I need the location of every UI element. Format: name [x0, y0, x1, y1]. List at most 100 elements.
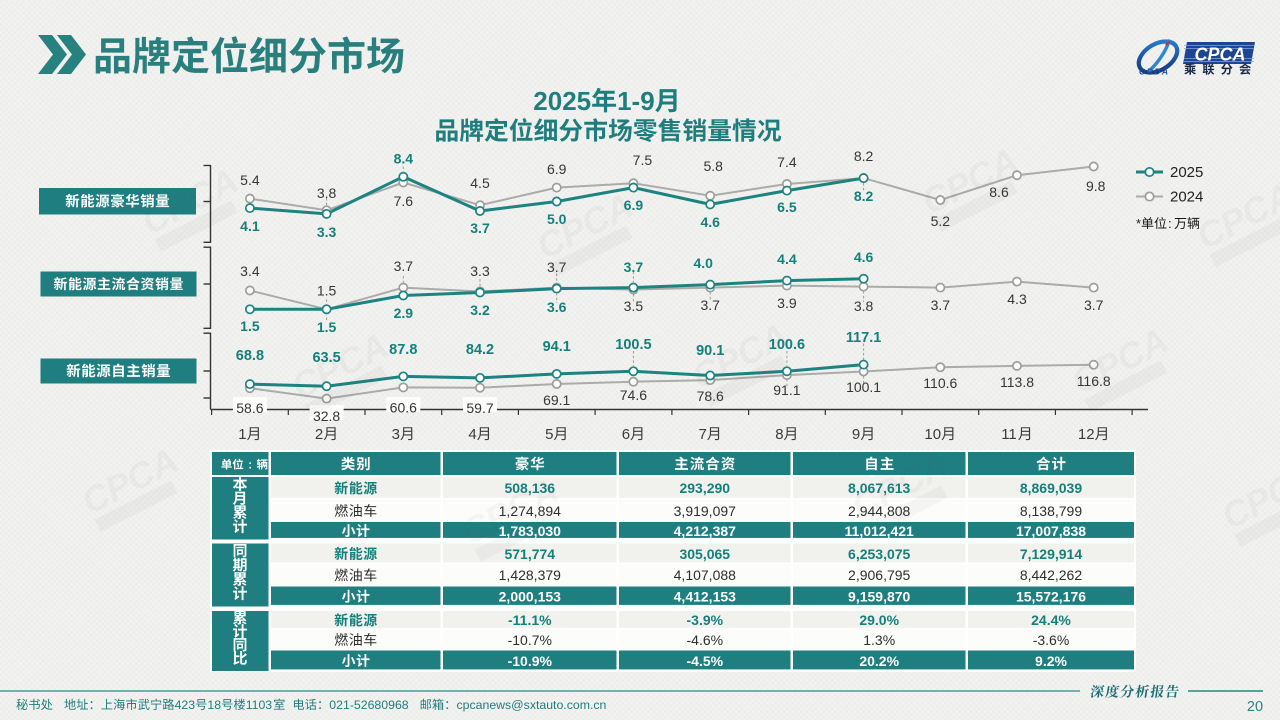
svg-text:cpcanews@sxtauto.com.cn: cpcanews@sxtauto.com.cn [457, 698, 607, 712]
svg-text:8,138,799: 8,138,799 [1020, 503, 1082, 519]
svg-text:9.8: 9.8 [1086, 178, 1106, 194]
svg-text:6.9: 6.9 [624, 197, 644, 213]
svg-text:17,007,838: 17,007,838 [1016, 523, 1086, 539]
svg-text:-11.1%: -11.1% [508, 612, 552, 628]
svg-text:6.9: 6.9 [547, 161, 567, 177]
svg-text:4.6: 4.6 [854, 249, 874, 265]
svg-text:8,869,039: 8,869,039 [1020, 480, 1082, 496]
svg-text:2,944,808: 2,944,808 [848, 503, 910, 519]
svg-text:2,000,153: 2,000,153 [499, 589, 561, 605]
svg-text:1,274,894: 1,274,894 [499, 503, 561, 519]
svg-text:7: 7 [699, 426, 707, 443]
svg-text:2,906,795: 2,906,795 [848, 567, 910, 583]
svg-text:59.7: 59.7 [466, 400, 493, 416]
svg-text:5.2: 5.2 [931, 213, 951, 229]
svg-text:3,919,097: 3,919,097 [674, 503, 736, 519]
svg-text:1.5: 1.5 [317, 319, 337, 335]
svg-text:78.6: 78.6 [697, 388, 724, 404]
svg-text:3.4: 3.4 [240, 263, 260, 279]
svg-text:4.4: 4.4 [777, 251, 797, 267]
svg-text:18: 18 [207, 698, 221, 712]
svg-text:24.4%: 24.4% [1031, 612, 1071, 628]
svg-text:7.5: 7.5 [633, 152, 653, 168]
svg-text:3: 3 [392, 426, 400, 443]
svg-text:3.8: 3.8 [317, 185, 337, 201]
svg-text:87.8: 87.8 [389, 342, 417, 358]
svg-text:29.0%: 29.0% [859, 612, 899, 628]
svg-text:3.8: 3.8 [854, 298, 874, 314]
svg-text:9: 9 [852, 426, 860, 443]
svg-text:58.6: 58.6 [236, 400, 263, 416]
svg-text:1,428,379: 1,428,379 [499, 567, 561, 583]
svg-text:6: 6 [622, 426, 630, 443]
svg-text:CPCA: CPCA [0, 0, 96, 8]
svg-text:3.3: 3.3 [470, 263, 490, 279]
svg-text:3.2: 3.2 [470, 302, 490, 318]
svg-text:1.5: 1.5 [240, 318, 260, 334]
svg-text:12: 12 [1078, 426, 1095, 443]
svg-text:84.2: 84.2 [466, 342, 494, 358]
svg-text:1.5: 1.5 [317, 283, 337, 299]
svg-text:11: 11 [1001, 426, 1017, 443]
svg-text:1103: 1103 [246, 698, 273, 712]
svg-text:2024: 2024 [1170, 189, 1203, 206]
svg-text:9,159,870: 9,159,870 [848, 589, 910, 605]
svg-text:-10.7%: -10.7% [508, 632, 552, 648]
svg-text:-3.6%: -3.6% [1033, 632, 1070, 648]
svg-text:8,442,262: 8,442,262 [1020, 567, 1082, 583]
svg-text:4.5: 4.5 [470, 175, 490, 191]
svg-text:3.7: 3.7 [931, 297, 951, 313]
svg-text:-10.9%: -10.9% [508, 653, 553, 669]
svg-text:94.1: 94.1 [543, 339, 571, 355]
svg-text:4.6: 4.6 [700, 214, 720, 230]
svg-text:4,107,088: 4,107,088 [674, 567, 736, 583]
svg-text:4: 4 [468, 426, 476, 443]
svg-text::: : [248, 460, 252, 472]
svg-text:2025: 2025 [1170, 164, 1203, 181]
svg-text:2025: 2025 [533, 86, 591, 116]
svg-text:8: 8 [775, 426, 783, 443]
svg-text:11,012,421: 11,012,421 [845, 523, 915, 539]
svg-text:9.2%: 9.2% [1035, 653, 1067, 669]
svg-text:4,412,153: 4,412,153 [674, 589, 736, 605]
svg-text:3.9: 3.9 [777, 295, 797, 311]
svg-text:423: 423 [175, 698, 196, 712]
svg-text:*: * [1136, 216, 1141, 231]
svg-text:8.6: 8.6 [989, 184, 1009, 200]
svg-text:-4.6%: -4.6% [687, 632, 724, 648]
svg-text:3.7: 3.7 [700, 297, 720, 313]
svg-text:3.3: 3.3 [317, 224, 337, 240]
svg-text:7.6: 7.6 [394, 193, 414, 209]
svg-text:-4.5%: -4.5% [687, 653, 724, 669]
svg-text:CRDA: CRDA [1139, 67, 1170, 77]
svg-text:116.8: 116.8 [1077, 373, 1111, 389]
svg-text:8,067,613: 8,067,613 [848, 480, 910, 496]
svg-text:1-9: 1-9 [617, 86, 655, 116]
svg-text:117.1: 117.1 [846, 330, 882, 346]
svg-text:5.8: 5.8 [703, 158, 723, 174]
svg-text:63.5: 63.5 [312, 350, 340, 366]
svg-text:100.6: 100.6 [769, 337, 805, 353]
svg-text:2: 2 [315, 426, 323, 443]
svg-text:3.7: 3.7 [394, 258, 414, 274]
svg-text:100.1: 100.1 [846, 379, 881, 395]
svg-text:90.1: 90.1 [696, 343, 724, 359]
svg-text:7.4: 7.4 [777, 154, 797, 170]
svg-text:8.4: 8.4 [394, 151, 414, 167]
svg-text:8.2: 8.2 [854, 188, 874, 204]
svg-text:91.1: 91.1 [773, 382, 800, 398]
svg-text:6.5: 6.5 [777, 199, 797, 215]
svg-text:60.6: 60.6 [390, 400, 417, 416]
svg-text:3.7: 3.7 [1084, 297, 1104, 313]
svg-text:10: 10 [924, 426, 941, 443]
svg-text:4.0: 4.0 [693, 255, 713, 271]
svg-text:4.1: 4.1 [240, 218, 260, 234]
svg-text:1.3%: 1.3% [863, 632, 895, 648]
svg-text:15,572,176: 15,572,176 [1016, 589, 1086, 605]
svg-text:8.2: 8.2 [854, 148, 874, 164]
svg-text:100.5: 100.5 [615, 337, 651, 353]
svg-text:1: 1 [238, 426, 246, 443]
svg-text:68.8: 68.8 [236, 348, 264, 364]
svg-text:021-52680968: 021-52680968 [329, 698, 408, 712]
svg-text:113.8: 113.8 [1000, 374, 1034, 390]
